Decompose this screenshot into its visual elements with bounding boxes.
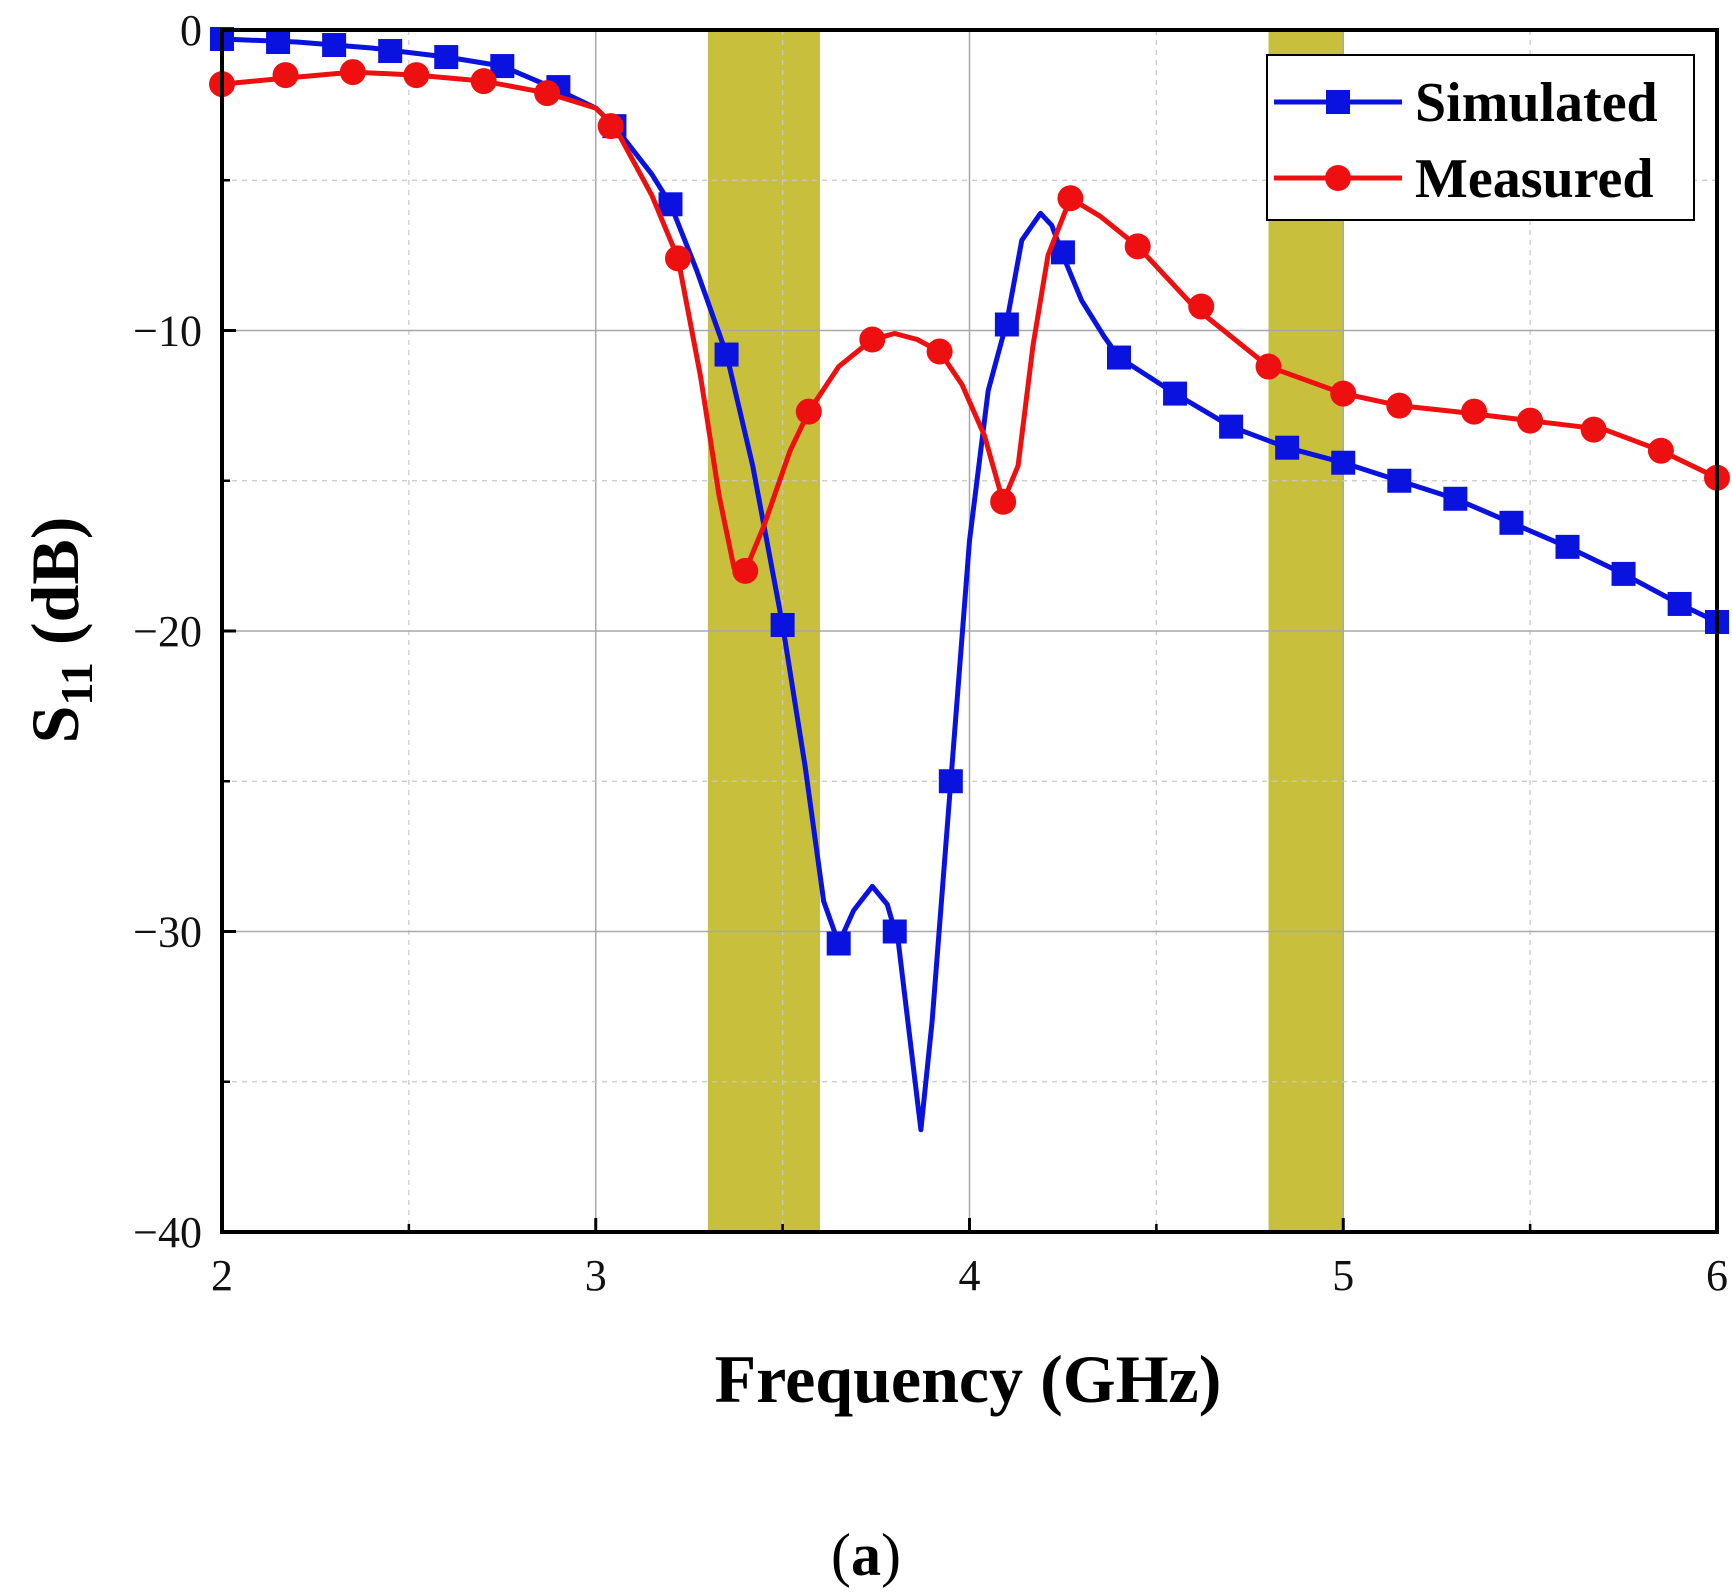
measured-marker xyxy=(1647,437,1674,464)
x-tick-label: 4 xyxy=(959,1251,981,1300)
simulated-marker xyxy=(1667,591,1692,616)
simulated-marker xyxy=(266,30,291,55)
measured-marker xyxy=(534,80,561,107)
x-tick-label: 2 xyxy=(211,1251,233,1300)
measured-marker xyxy=(1580,416,1607,443)
y-axis-title-main: S xyxy=(17,706,93,744)
caption-close-paren: ) xyxy=(881,1522,901,1588)
legend-box xyxy=(1266,54,1695,221)
simulated-marker xyxy=(882,919,907,944)
simulated-marker xyxy=(714,342,739,367)
legend-simulated-marker xyxy=(1326,90,1350,114)
measured-marker xyxy=(1057,185,1084,212)
legend-measured-marker xyxy=(1325,165,1351,191)
y-axis-title: S11 (dB) xyxy=(17,517,102,744)
simulated-marker xyxy=(1387,468,1412,493)
y-tick-label: −30 xyxy=(133,908,202,957)
simulated-marker xyxy=(1163,381,1188,406)
y-tick-label: 0 xyxy=(180,6,202,55)
x-tick-label: 5 xyxy=(1332,1251,1354,1300)
measured-marker xyxy=(272,62,299,89)
simulated-line xyxy=(219,36,1720,1133)
measured-marker xyxy=(403,62,430,89)
simulated-marker xyxy=(1107,345,1131,370)
measured-series xyxy=(209,59,1730,584)
simulated-marker xyxy=(1443,486,1468,511)
simulated-marker xyxy=(938,769,963,794)
y-axis-title-unit: (dB) xyxy=(17,517,93,662)
measured-marker xyxy=(597,113,624,140)
grid-lines xyxy=(222,30,1717,1232)
y-tick-label: −20 xyxy=(133,607,202,656)
axis-ticks: 2 3 4 5 6 0 −10 −20 −30 −40 xyxy=(133,6,1728,1300)
measured-marker xyxy=(470,68,497,95)
measured-marker xyxy=(1188,293,1215,320)
simulated-marker xyxy=(434,45,459,70)
simulated-marker xyxy=(1611,561,1636,586)
measured-marker xyxy=(339,59,366,86)
y-axis-title-subscript: 11 xyxy=(51,662,102,705)
series-layer xyxy=(209,27,1730,1133)
legend-measured-label: Measured xyxy=(1415,148,1654,210)
caption-open-paren: ( xyxy=(831,1522,851,1588)
simulated-marker xyxy=(490,54,515,79)
measured-marker xyxy=(926,338,953,365)
measured-marker xyxy=(1255,353,1282,380)
measured-marker xyxy=(732,557,759,584)
x-tick-label: 3 xyxy=(585,1251,607,1300)
legend-simulated-label: Simulated xyxy=(1415,72,1658,134)
measured-marker xyxy=(664,245,691,272)
simulated-marker xyxy=(770,612,795,637)
simulated-marker xyxy=(1499,510,1524,535)
measured-marker xyxy=(1330,380,1357,407)
simulated-marker xyxy=(322,33,347,58)
measured-marker xyxy=(990,488,1017,515)
figure-caption: (a) xyxy=(831,1522,901,1588)
simulated-marker xyxy=(826,931,851,956)
measured-marker xyxy=(859,326,886,353)
measured-marker xyxy=(1517,407,1544,434)
simulated-marker xyxy=(658,192,683,217)
measured-marker xyxy=(1386,392,1413,419)
simulated-marker xyxy=(378,39,403,64)
y-tick-label: −10 xyxy=(133,307,202,356)
x-axis-title: Frequency (GHz) xyxy=(715,1341,1222,1417)
legend: Simulated Measured xyxy=(1266,54,1695,221)
x-tick-label: 6 xyxy=(1706,1251,1728,1300)
simulated-marker xyxy=(1219,414,1244,439)
y-tick-label: −40 xyxy=(133,1208,202,1257)
measured-marker xyxy=(1461,398,1488,425)
caption-letter: a xyxy=(851,1522,881,1588)
simulated-marker xyxy=(994,312,1019,337)
simulated-marker xyxy=(1331,450,1356,475)
measured-marker xyxy=(1124,233,1151,260)
simulated-marker xyxy=(1555,534,1580,559)
measured-marker xyxy=(795,398,822,425)
simulated-marker xyxy=(1275,435,1300,460)
